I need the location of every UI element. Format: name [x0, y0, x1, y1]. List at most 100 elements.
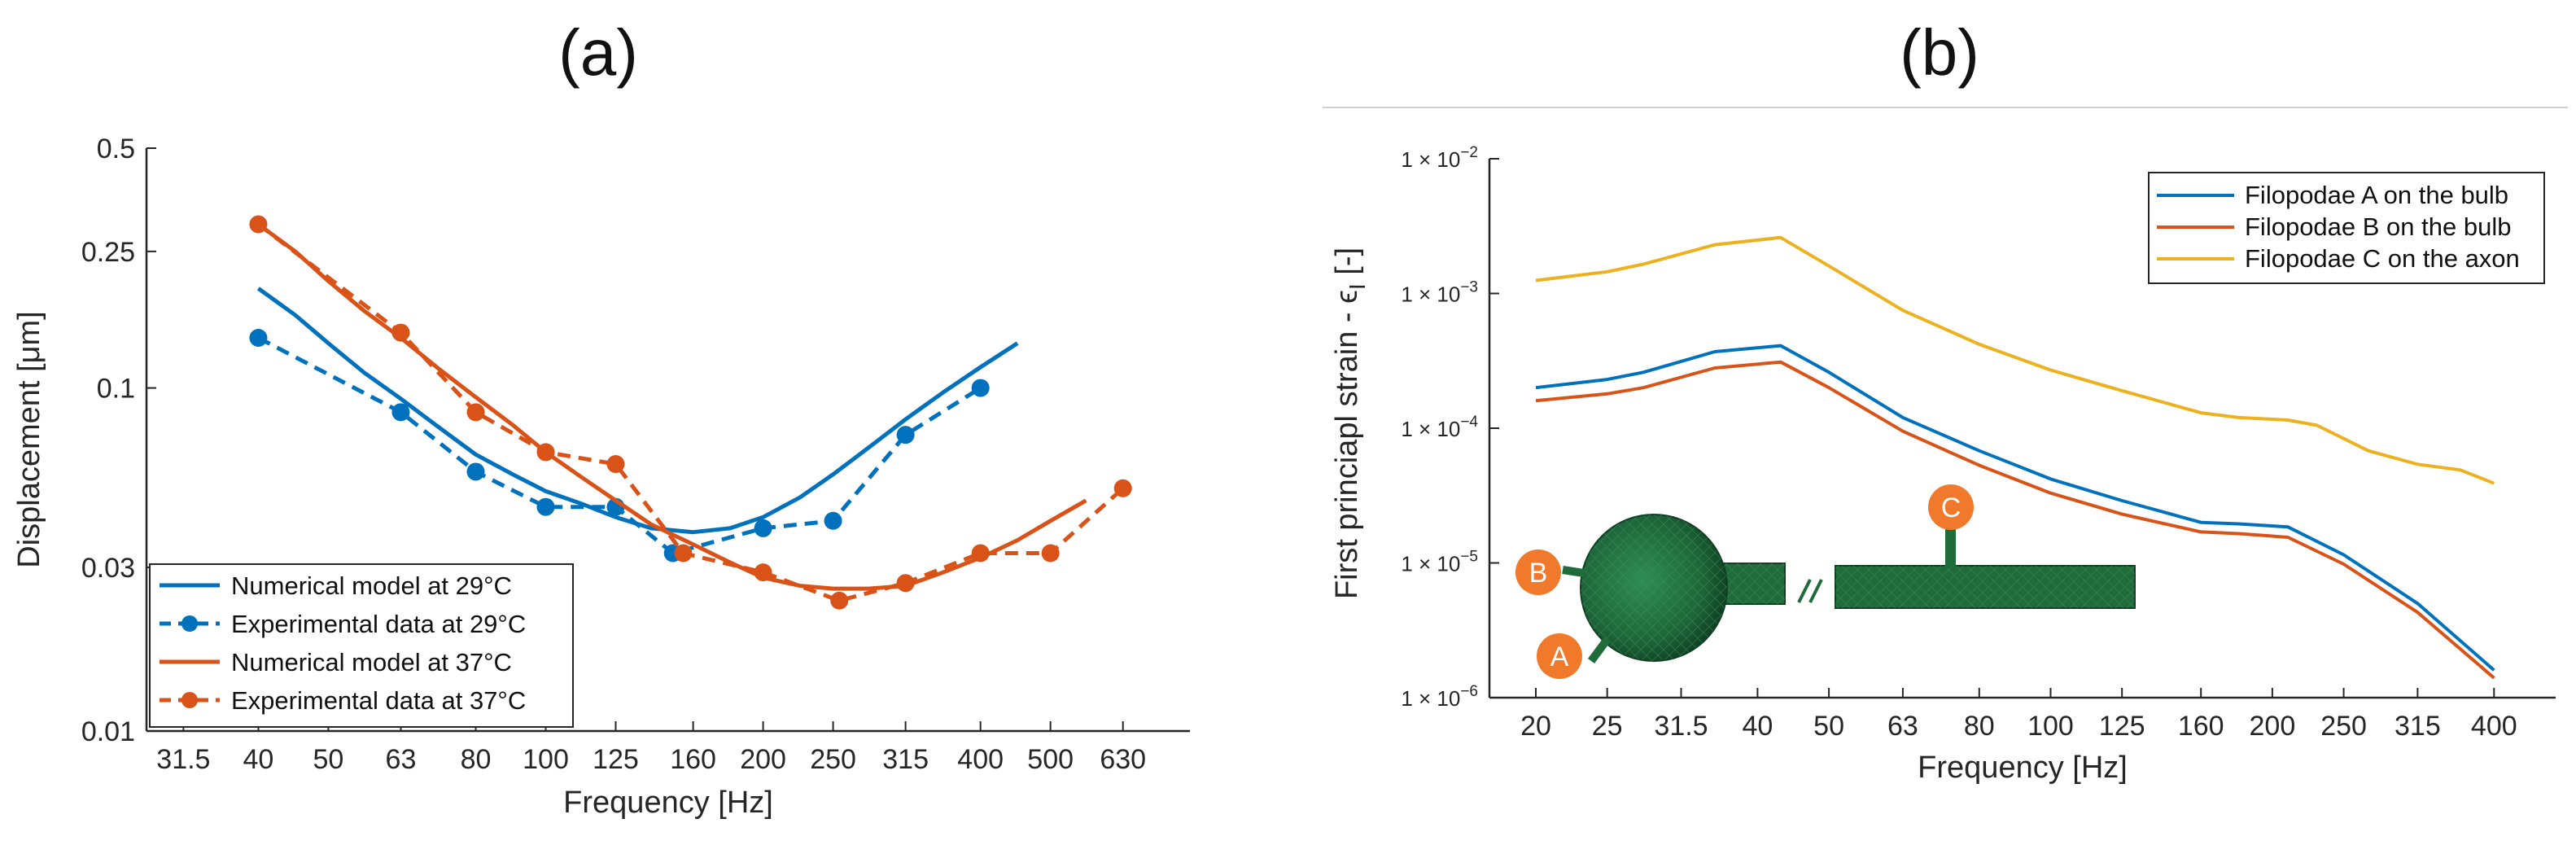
- panel-a-title: (a): [558, 16, 638, 89]
- chart-a-x-tick-label: 630: [1100, 744, 1146, 775]
- chart-a-x-tick-label: 500: [1027, 744, 1074, 775]
- chart-a-y-tick-label: 0.03: [81, 553, 135, 584]
- chart-b-x-tick-label: 63: [1887, 711, 1918, 742]
- legend-b-label-0: Filopodae A on the bulb: [2245, 181, 2508, 209]
- chart-a-y-axis-title: Displacement [μm]: [12, 311, 46, 567]
- chart-a-series-3-point: [830, 591, 849, 610]
- chart-a-series-3-point: [391, 323, 410, 342]
- chart-a-series-1-point: [896, 426, 915, 444]
- chart-b-series-line-0: [1535, 344, 2495, 672]
- chart-a-x-tick-label: 31.5: [156, 744, 210, 775]
- chart-b-x-tick-label: 160: [2178, 711, 2224, 742]
- chart-a-y-ticks: 0.01 0.03 0.1 0.25 0.5: [81, 134, 156, 747]
- chart-a-x-tick-label: 125: [593, 744, 639, 775]
- legend-a-marker-1: [182, 615, 198, 632]
- chart-a-x-tick-label: 250: [810, 744, 856, 775]
- chart-a-x-tick-label: 63: [386, 744, 417, 775]
- chart-a-x-ticks: 31.5 40 50 63 80 100 125 160 200 250 315 400 500 630: [156, 721, 1146, 775]
- chart-b-y-tick-label: 1 × 10−3: [1401, 279, 1478, 307]
- chart-a-legend: Numerical model at 29°C Experimental dat…: [149, 563, 574, 728]
- chart-b-x-tick-label: 400: [2471, 711, 2517, 742]
- chart-a-series-1-point: [466, 462, 485, 481]
- callout-b-circle: [1515, 549, 1561, 595]
- chart-b-x-tick-label: 100: [2027, 711, 2074, 742]
- chart-b-x-axis-title: Frequency [Hz]: [1918, 751, 2128, 785]
- chart-a-x-tick-label: 315: [882, 744, 929, 775]
- chart-a-x-tick-label: 200: [740, 744, 786, 775]
- chart-a-series-1-point: [391, 403, 410, 422]
- panel-b-title: (b): [1900, 16, 1979, 89]
- chart-b: 20 25 31.5 40 50 63 80 100 125 160 200 250 315 400 1 …: [1330, 144, 2556, 785]
- neuron-inset: A B C: [1515, 484, 2136, 679]
- chart-a-y-tick-label: 0.25: [81, 237, 135, 268]
- legend-a-label-3: Experimental data at 37°C: [231, 686, 526, 715]
- chart-a-series-3-point: [1113, 479, 1132, 497]
- legend-a-label-0: Numerical model at 29°C: [231, 571, 512, 600]
- chart-a-x-tick-label: 80: [461, 744, 492, 775]
- chart-a-series-3-point: [536, 443, 555, 462]
- chart-a-series-1-point: [754, 519, 772, 537]
- legend-a-marker-3: [182, 692, 198, 708]
- chart-a-series-3-point: [674, 544, 693, 563]
- chart-b-y-tick-label: 1 × 10−6: [1401, 683, 1478, 711]
- chart-a-legend-box: [149, 563, 574, 728]
- chart-a-series-1-point: [536, 497, 555, 516]
- chart-a-series-3-point: [606, 455, 625, 474]
- chart-a: 31.5 40 50 63 80 100 125 160 200 250 315 400 500 630 …: [12, 134, 1190, 820]
- chart-a-x-tick-label: 400: [957, 744, 1004, 775]
- chart-a-series-3-point: [971, 544, 990, 563]
- callout-c-label: C: [1941, 493, 1962, 523]
- callout-a-label: A: [1550, 641, 1569, 672]
- filopodia-b-stem: [1562, 566, 1585, 577]
- chart-a-y-tick-label: 0.5: [97, 134, 135, 164]
- chart-a-series-1-point: [824, 511, 842, 530]
- chart-b-x-tick-label: 80: [1964, 711, 1995, 742]
- chart-b-x-tick-label: 125: [2099, 711, 2145, 742]
- chart-a-series-3-point: [754, 563, 772, 582]
- neuron-bulb-mesh: [1581, 514, 1727, 661]
- chart-b-y-axis-title-unit: [-]: [1330, 247, 1364, 283]
- chart-b-y-axis-title: First princiapl strain - ϵI [-]: [1330, 247, 1370, 599]
- chart-a-series-3-point: [249, 215, 268, 234]
- chart-a-series-1-point: [971, 379, 990, 397]
- chart-a-x-tick-label: 100: [523, 744, 569, 775]
- axon-break-mark-2: [1808, 579, 1823, 603]
- chart-b-y-axis-title-main: First princiapl strain -: [1330, 304, 1364, 599]
- chart-b-series: [1535, 235, 2495, 680]
- chart-a-y-tick-label: 0.1: [97, 374, 135, 405]
- legend-a-label-2: Numerical model at 37°C: [231, 648, 512, 676]
- chart-b-series-line-2: [1535, 235, 2495, 485]
- chart-b-y-axis-title-symbol: ϵ: [1330, 290, 1364, 304]
- chart-b-y-tick-label: 1 × 10−5: [1401, 549, 1478, 576]
- chart-b-y-axis-title-sub: I: [1345, 283, 1370, 290]
- neuron-axon-far-mesh: [1835, 566, 2135, 608]
- chart-b-y-tick-label: 1 × 10−4: [1401, 414, 1478, 441]
- chart-a-series-line-3: [256, 222, 1125, 603]
- chart-a-x-tick-label: 40: [243, 744, 274, 775]
- legend-b-label-1: Filopodae B on the bulb: [2245, 212, 2511, 241]
- chart-a-series-3-point: [466, 403, 485, 422]
- chart-b-x-tick-label: 20: [1520, 711, 1551, 742]
- chart-a-series-line-1: [257, 335, 982, 555]
- chart-b-x-tick-label: 250: [2320, 711, 2367, 742]
- chart-a-series-3-point: [896, 574, 915, 593]
- chart-b-x-tick-label: 50: [1813, 711, 1844, 742]
- chart-a-series-1-point: [249, 328, 268, 347]
- chart-b-x-tick-label: 25: [1592, 711, 1623, 742]
- chart-a-series: [249, 215, 1132, 610]
- callout-c-circle: [1928, 484, 1974, 530]
- callout-a-circle: [1537, 633, 1582, 679]
- chart-a-x-tick-label: 50: [313, 744, 344, 775]
- chart-a-x-axis-title: Frequency [Hz]: [563, 786, 773, 820]
- legend-a-label-1: Experimental data at 29°C: [231, 610, 526, 638]
- chart-b-x-tick-label: 31.5: [1654, 711, 1708, 742]
- chart-a-x-tick-label: 160: [670, 744, 716, 775]
- filopodia-a-stem: [1587, 637, 1612, 663]
- chart-b-x-tick-label: 40: [1742, 711, 1773, 742]
- chart-b-x-tick-label: 200: [2250, 711, 2296, 742]
- chart-b-x-ticks: 20 25 31.5 40 50 63 80 100 125 160 200 250 315 400: [1520, 688, 2517, 742]
- chart-a-series-3-point: [1041, 544, 1060, 563]
- chart-b-x-tick-label: 315: [2394, 711, 2441, 742]
- chart-b-legend: Filopodae A on the bulb Filopodae B on t…: [2148, 172, 2545, 284]
